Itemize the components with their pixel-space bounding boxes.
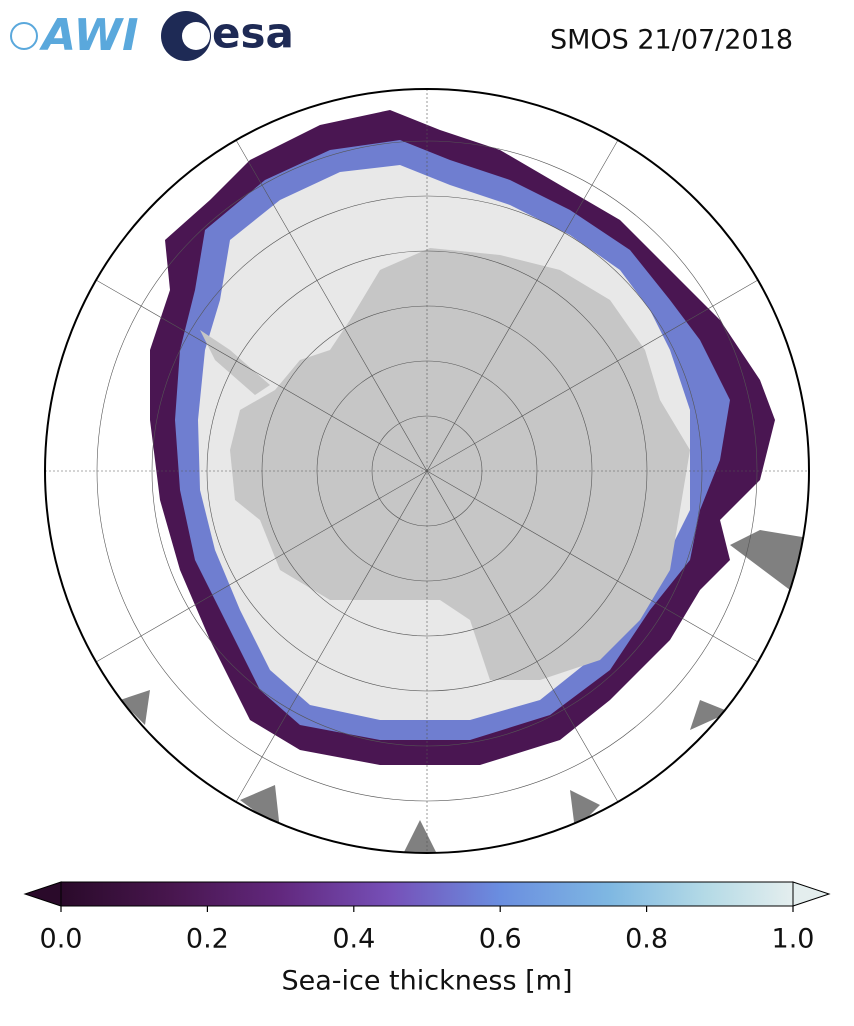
map (45, 89, 809, 853)
colorbar-tick-label: 1.0 (772, 924, 815, 955)
colorbar-label: Sea-ice thickness [m] (281, 966, 572, 997)
map-frame (44, 88, 810, 854)
colorbar-tick-label: 0.0 (40, 924, 83, 955)
logo-text: AWI (39, 10, 139, 61)
colorbar-tick-label: 0.4 (332, 924, 375, 955)
awi-logo: AWI (10, 10, 139, 61)
esa-logo: esa (161, 9, 294, 61)
colorbar-tick-label: 0.6 (479, 924, 522, 955)
colorbar-tick-label: 0.2 (186, 924, 229, 955)
colorbar-tick-label: 0.8 (625, 924, 668, 955)
colorbar (23, 881, 831, 907)
graticule (45, 89, 809, 853)
title: SMOS 21/07/2018 (550, 25, 793, 56)
logo-text: esa (212, 9, 294, 58)
